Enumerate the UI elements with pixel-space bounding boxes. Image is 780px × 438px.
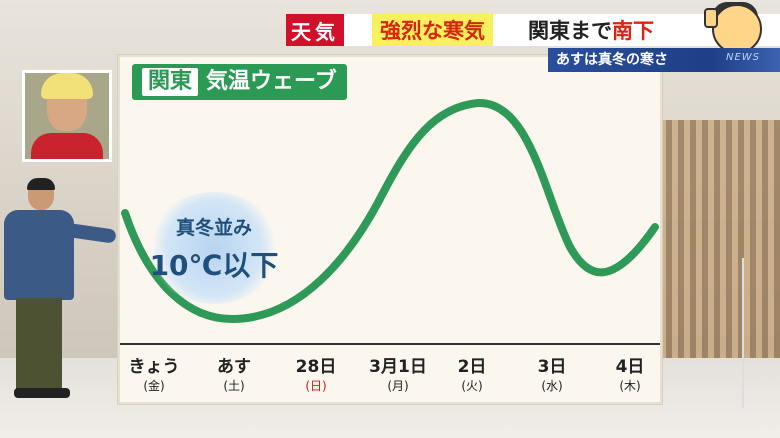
tick-dow: (土)	[194, 378, 274, 394]
weather-board: 関東 気温ウェーブ 真冬並み 10℃以下 きょう (金) あす (土) 28日 (日) 3月…	[118, 55, 662, 404]
guest-pip-window	[22, 70, 112, 162]
mascot-icon	[712, 4, 762, 54]
x-axis-line	[120, 343, 660, 345]
tick-label: 28日 (日)	[276, 356, 356, 394]
presenter-hair	[27, 178, 55, 190]
tick-label: 4日 (木)	[590, 356, 670, 394]
tick-day: 2日	[432, 356, 512, 378]
tick-label: きょう (金)	[114, 356, 194, 394]
tick-day: 3日	[512, 356, 592, 378]
tick-day: 28日	[276, 356, 356, 378]
tick-dow: (金)	[114, 378, 194, 394]
headline-highlight: 強烈な寒気	[372, 14, 493, 46]
presenter-shoes	[14, 388, 70, 398]
mascot-hand-icon	[704, 8, 718, 28]
badge-line-1: 真冬並み	[176, 213, 252, 240]
tick-day: 3月1日	[358, 356, 438, 378]
presenter	[0, 180, 120, 410]
tick-day: あす	[194, 356, 274, 378]
news-mark: NEWS	[726, 52, 760, 63]
presenter-pants	[16, 298, 62, 390]
tick-dow: (火)	[432, 378, 512, 394]
subheadline: あすは真冬の寒さ	[556, 48, 668, 72]
badge-cold: 真冬並み 10℃以下	[148, 192, 280, 304]
tick-dow: (日)	[276, 378, 356, 394]
tick-label: あす (土)	[194, 356, 274, 394]
tick-label: 2日 (火)	[432, 356, 512, 394]
tick-dow: (木)	[590, 378, 670, 394]
presenter-jacket	[4, 210, 74, 300]
tick-label: 3日 (水)	[512, 356, 592, 394]
guest-body	[31, 133, 103, 159]
guest-hair	[41, 73, 93, 99]
tick-dow: (月)	[358, 378, 438, 394]
weather-tag: 天気	[286, 14, 344, 46]
tick-day: 4日	[590, 356, 670, 378]
tick-day: きょう	[114, 356, 194, 378]
badge-line-2: 10℃以下	[150, 244, 279, 284]
tick-dow: (水)	[512, 378, 592, 394]
floor-lamp	[742, 258, 770, 408]
tick-label: 3月1日 (月)	[358, 356, 438, 394]
studio-props	[664, 250, 780, 370]
headline-rest-red: 南下	[612, 15, 654, 45]
headline-rest-black: 関東まで	[528, 15, 612, 45]
headline-rest: 関東まで 南下	[528, 14, 654, 46]
